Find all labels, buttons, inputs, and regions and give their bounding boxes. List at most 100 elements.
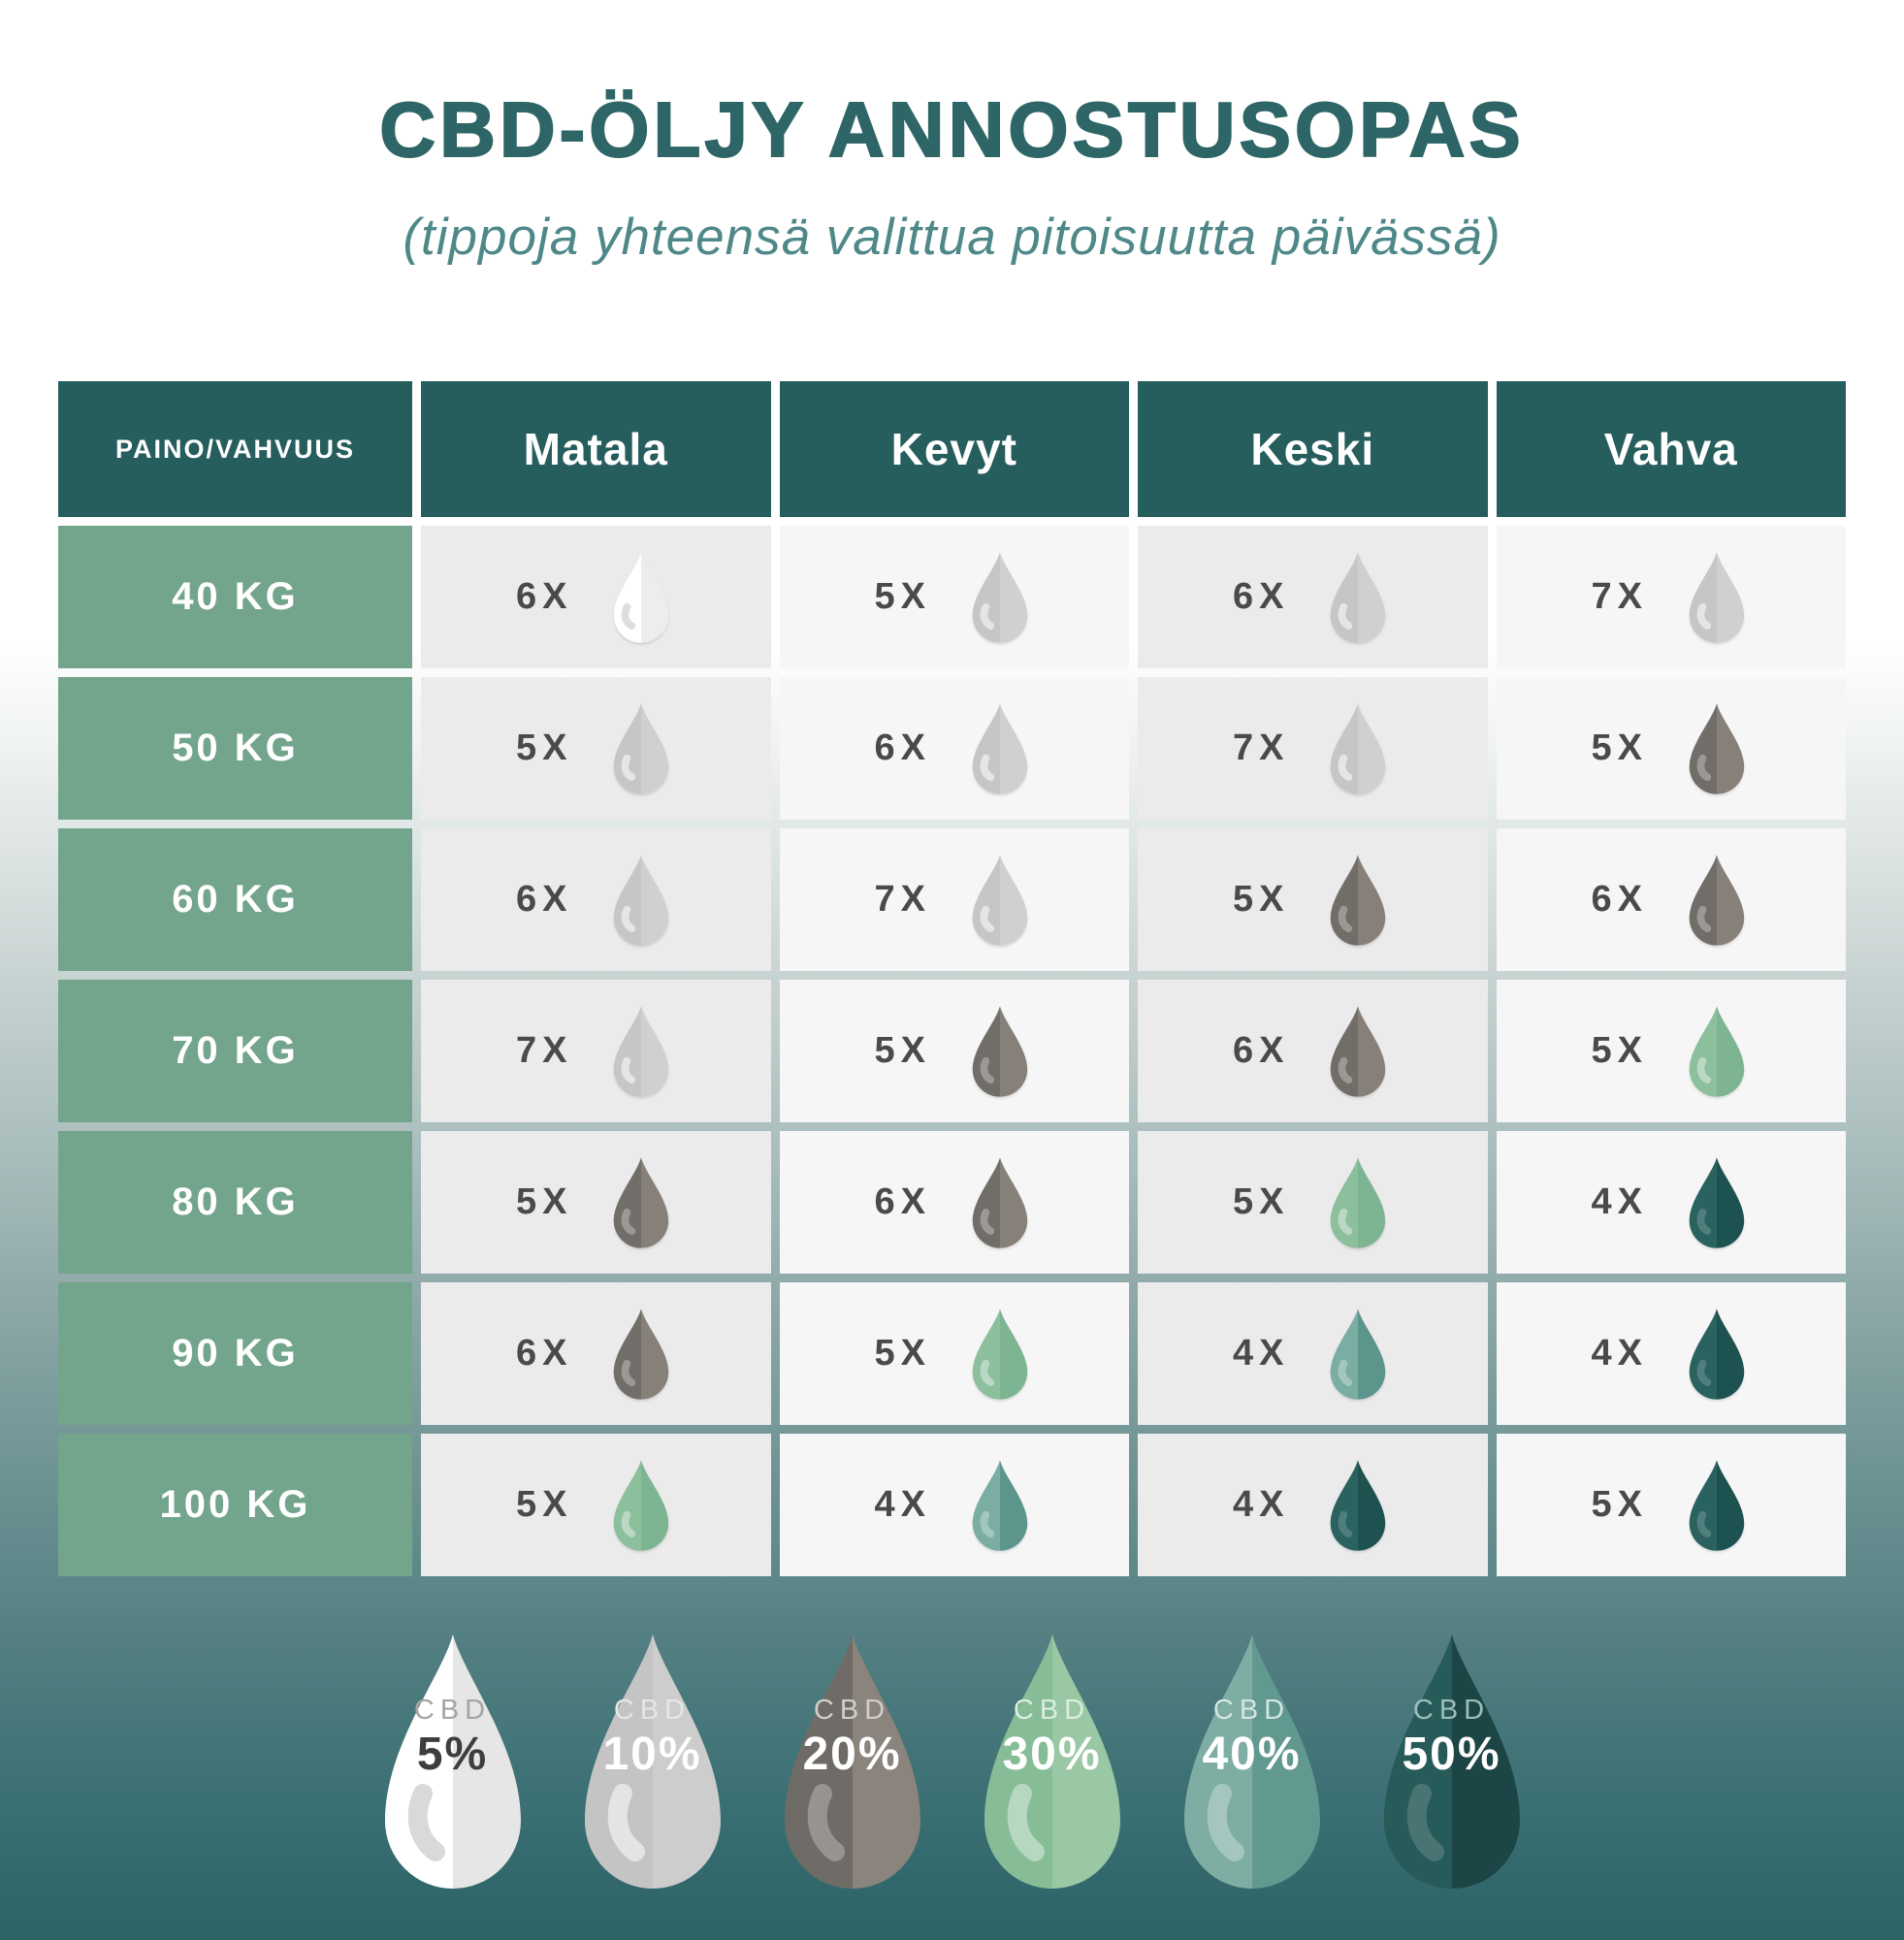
drop-icon [972,1156,1028,1248]
legend-item-50: CBD 50% [1379,1631,1525,1892]
drop-icon [1331,854,1386,946]
dose-count: 6X [1233,576,1290,617]
row-label-80kg: 80 KG [58,1131,412,1274]
dose-cell: 6X [779,677,1129,820]
legend-percent: 40% [1202,1729,1302,1780]
dose-cell: 5X [779,526,1129,668]
dose-count: 6X [516,1333,573,1374]
drop-icon [972,854,1028,946]
row-label-70kg: 70 KG [58,980,412,1122]
drop-icon [1689,702,1745,794]
drop-icon [1383,1634,1520,1889]
dose-cell: 5X [1496,677,1846,820]
drop-icon [1689,1459,1745,1551]
legend-percent: 20% [802,1729,902,1780]
dose-count: 7X [874,879,931,920]
drop-icon [1331,1005,1386,1097]
legend-item-20: CBD 20% [780,1631,925,1892]
drop-icon [614,1005,669,1097]
dose-count: 6X [516,879,573,920]
dose-cell: 4X [1496,1282,1846,1425]
dose-cell: 6X [1138,980,1488,1122]
dose-count: 4X [874,1484,931,1525]
dose-count: 5X [1233,879,1290,920]
column-header-kevyt: Kevyt [779,381,1129,517]
dose-cell: 5X [421,677,771,820]
drop-icon [614,1459,669,1551]
dose-count: 5X [516,728,573,768]
page-title: CBD-ÖLJY ANNOSTUSOPAS [378,85,1525,174]
dose-cell: 5X [1496,1434,1846,1576]
drop-icon [614,702,669,794]
dose-count: 4X [1591,1181,1648,1222]
dose-count: 5X [1591,728,1648,768]
dose-cell: 5X [1138,828,1488,971]
row-label-60kg: 60 KG [58,828,412,971]
dose-count: 5X [1591,1484,1648,1525]
dose-cell: 4X [1496,1131,1846,1274]
drop-icon [1689,1156,1745,1248]
dose-cell: 4X [1138,1282,1488,1425]
dose-count: 5X [1591,1030,1648,1071]
legend-percent: 5% [416,1729,489,1780]
dose-cell: 5X [779,980,1129,1122]
dose-count: 6X [516,576,573,617]
dose-cell: 7X [1496,526,1846,668]
drop-icon [1331,551,1386,643]
legend-percent: 30% [1002,1729,1102,1780]
column-header-weight: PAINO/VAHVUUS [58,381,412,517]
legend-percent: 10% [602,1729,702,1780]
drop-icon [1689,1308,1745,1400]
legend-cbd-label: CBD [413,1695,492,1726]
column-header-vahva: Vahva [1496,381,1846,517]
page-subtitle: (tippoja yhteensä valittua pitoisuutta p… [403,209,1501,266]
row-label-50kg: 50 KG [58,677,412,820]
dose-cell: 5X [1138,1131,1488,1274]
dose-count: 5X [874,576,931,617]
drop-icon [614,1156,669,1248]
dose-cell: 6X [779,1131,1129,1274]
column-header-keski: Keski [1138,381,1488,517]
drop-icon [972,1308,1028,1400]
drop-icon [784,1634,920,1889]
dose-count: 6X [1233,1030,1290,1071]
drop-icon [972,1005,1028,1097]
legend-cbd-label: CBD [1412,1695,1491,1726]
drop-icon [614,551,669,643]
row-label-100kg: 100 KG [58,1434,412,1576]
dose-count: 7X [1233,728,1290,768]
dose-count: 5X [874,1030,931,1071]
dose-count: 6X [874,1181,931,1222]
dose-cell: 5X [779,1282,1129,1425]
drop-icon [1689,1005,1745,1097]
drop-icon [1689,854,1745,946]
dose-count: 7X [1591,576,1648,617]
dose-cell: 5X [1496,980,1846,1122]
dose-cell: 5X [421,1131,771,1274]
dose-cell: 4X [779,1434,1129,1576]
dose-count: 6X [1591,879,1648,920]
drop-icon [1331,702,1386,794]
dose-cell: 6X [421,526,771,668]
dose-count: 7X [516,1030,573,1071]
legend-item-5: CBD 5% [380,1631,526,1892]
drop-icon [1689,551,1745,643]
dose-count: 4X [1233,1484,1290,1525]
dose-cell: 6X [421,828,771,971]
drop-icon [1331,1156,1386,1248]
legend-item-30: CBD 30% [980,1631,1125,1892]
row-label-40kg: 40 KG [58,526,412,668]
dose-cell: 7X [421,980,771,1122]
drop-icon [614,854,669,946]
dose-count: 5X [874,1333,931,1374]
dose-cell: 7X [779,828,1129,971]
dose-count: 6X [874,728,931,768]
drop-icon [1331,1308,1386,1400]
dose-cell: 6X [1496,828,1846,971]
column-header-matala: Matala [421,381,771,517]
legend-item-10: CBD 10% [580,1631,726,1892]
dose-cell: 6X [421,1282,771,1425]
drop-icon [1331,1459,1386,1551]
dose-count: 4X [1591,1333,1648,1374]
